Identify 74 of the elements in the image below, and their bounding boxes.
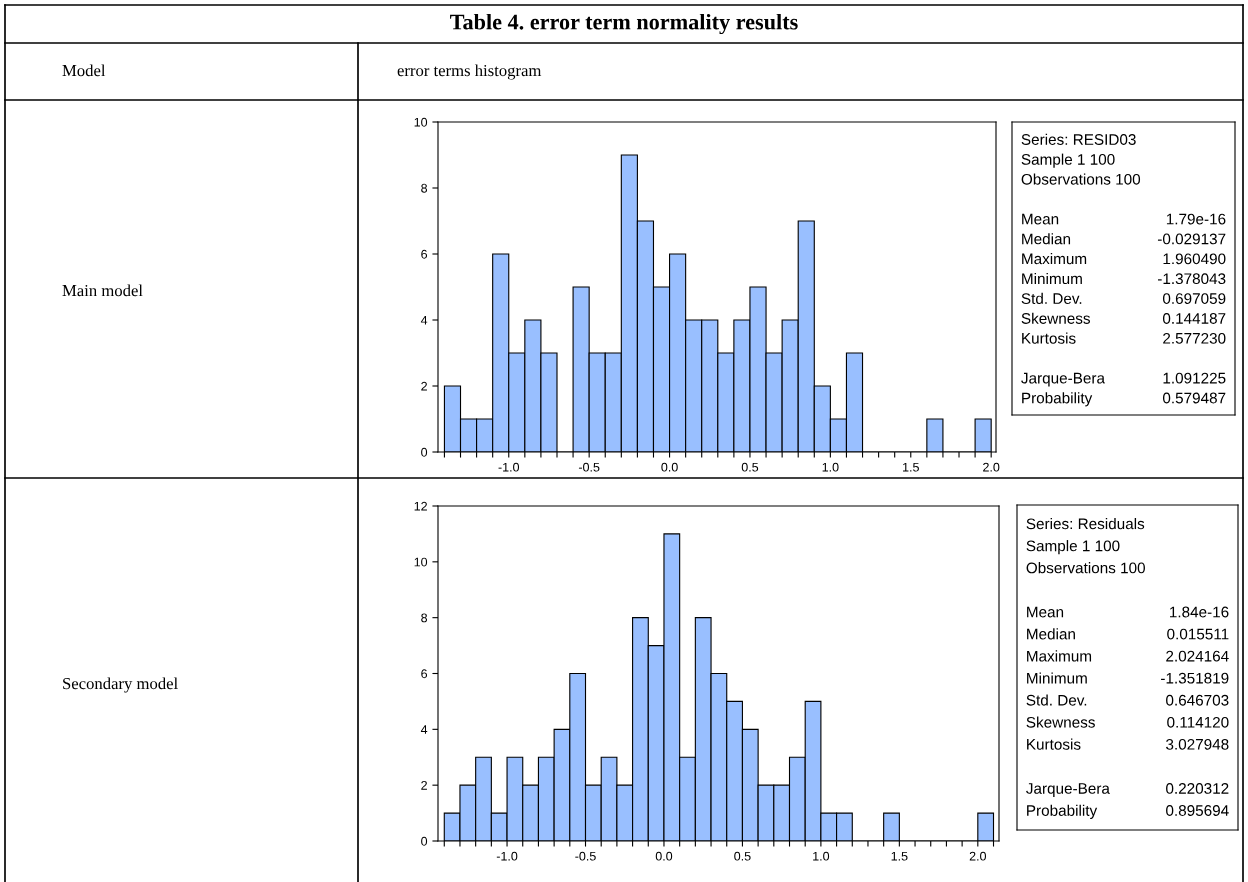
text: Table 4. error term normality results <box>450 13 798 35</box>
text: Sample 1 100 <box>1026 540 1120 555</box>
text: Main model <box>62 284 143 297</box>
text: Series: Residuals <box>1026 518 1145 530</box>
y-tick-label: 4 <box>420 725 428 734</box>
y-tick-label: 4 <box>420 315 428 325</box>
x-tick-label: 2.0 <box>983 462 1000 472</box>
y-tick-label: 0 <box>421 447 428 457</box>
text: Sample 1 100 <box>1021 153 1115 168</box>
y-tick-label: 10 <box>414 557 428 567</box>
x-tick-label: 0.0 <box>655 851 673 861</box>
text: error terms histogram <box>397 64 542 80</box>
x-tick-label: 1.0 <box>813 851 830 861</box>
category-label: Kurtosis <box>1022 332 1076 344</box>
category-label: Probability <box>1027 804 1098 819</box>
y-tick-label: 2 <box>421 381 427 391</box>
text: 1.091225 <box>1163 372 1226 384</box>
x-tick-label: -0.5 <box>578 462 600 472</box>
text: 0.220312 <box>1166 783 1229 794</box>
category-label: Median <box>1027 628 1075 640</box>
y-tick-label: 10 <box>414 117 428 127</box>
category-label: Skewness <box>1026 716 1095 728</box>
category-label: Mean <box>1022 213 1059 225</box>
text: 0.579487 <box>1162 392 1226 404</box>
text: 0.144187 <box>1162 313 1226 324</box>
category-label: Mean <box>1027 606 1064 618</box>
category-label: Probability <box>1022 392 1093 407</box>
category-label: Maximum <box>1027 650 1092 662</box>
text: 0.015511 <box>1167 628 1229 640</box>
x-tick-label: 0.0 <box>661 462 678 472</box>
text: 2.577230 <box>1163 332 1226 344</box>
text: -1.378043 <box>1157 273 1226 285</box>
x-tick-label: 1.0 <box>822 462 839 472</box>
category-label: Maximum <box>1022 253 1087 265</box>
text: 3.027948 <box>1166 738 1229 750</box>
text: 2.024164 <box>1166 650 1229 662</box>
text: Model <box>62 64 106 77</box>
x-tick-label: -1.0 <box>498 462 520 472</box>
text: Secondary model <box>63 677 178 693</box>
category-label: Minimum <box>1027 672 1087 684</box>
y-tick-label: 12 <box>414 501 427 511</box>
category-label: Median <box>1022 233 1071 245</box>
category-label: Std. Dev. <box>1026 694 1087 706</box>
x-tick-label: 2.0 <box>969 851 987 861</box>
text: 1.960490 <box>1163 253 1226 265</box>
text: 0.114120 <box>1167 716 1229 728</box>
y-tick-label: 2 <box>421 780 427 790</box>
text: Observations 100 <box>1021 173 1141 185</box>
category-label: Skewness <box>1021 312 1090 324</box>
text: 0.646703 <box>1166 694 1229 706</box>
text: Observations 100 <box>1026 562 1145 574</box>
y-tick-label: 6 <box>421 249 428 259</box>
text: -0.029137 <box>1157 233 1226 245</box>
text: 0.895694 <box>1166 805 1229 816</box>
category-label: Jarque-Bera <box>1026 783 1110 797</box>
text: 1.84e-16 <box>1170 606 1229 618</box>
text: Series: RESID03 <box>1021 133 1136 145</box>
category-label: Jarque-Bera <box>1021 372 1105 387</box>
x-tick-label: 0.5 <box>741 462 759 472</box>
y-tick-label: 8 <box>421 183 428 193</box>
x-tick-label: 0.5 <box>734 851 751 861</box>
category-label: Minimum <box>1022 272 1082 285</box>
x-tick-label: 1.5 <box>903 462 919 472</box>
x-tick-label: 1.5 <box>891 851 908 861</box>
text: 1.79e-16 <box>1166 213 1226 225</box>
category-label: Std. Dev. <box>1021 292 1082 304</box>
y-tick-label: 8 <box>421 613 428 623</box>
category-label: Kurtosis <box>1027 738 1081 750</box>
y-tick-label: 6 <box>421 669 428 679</box>
text: 0.697059 <box>1162 293 1226 304</box>
x-tick-label: -1.0 <box>496 851 518 861</box>
text: -1.351819 <box>1161 672 1229 684</box>
y-tick-label: 0 <box>421 836 428 846</box>
x-tick-label: -0.5 <box>575 851 596 861</box>
